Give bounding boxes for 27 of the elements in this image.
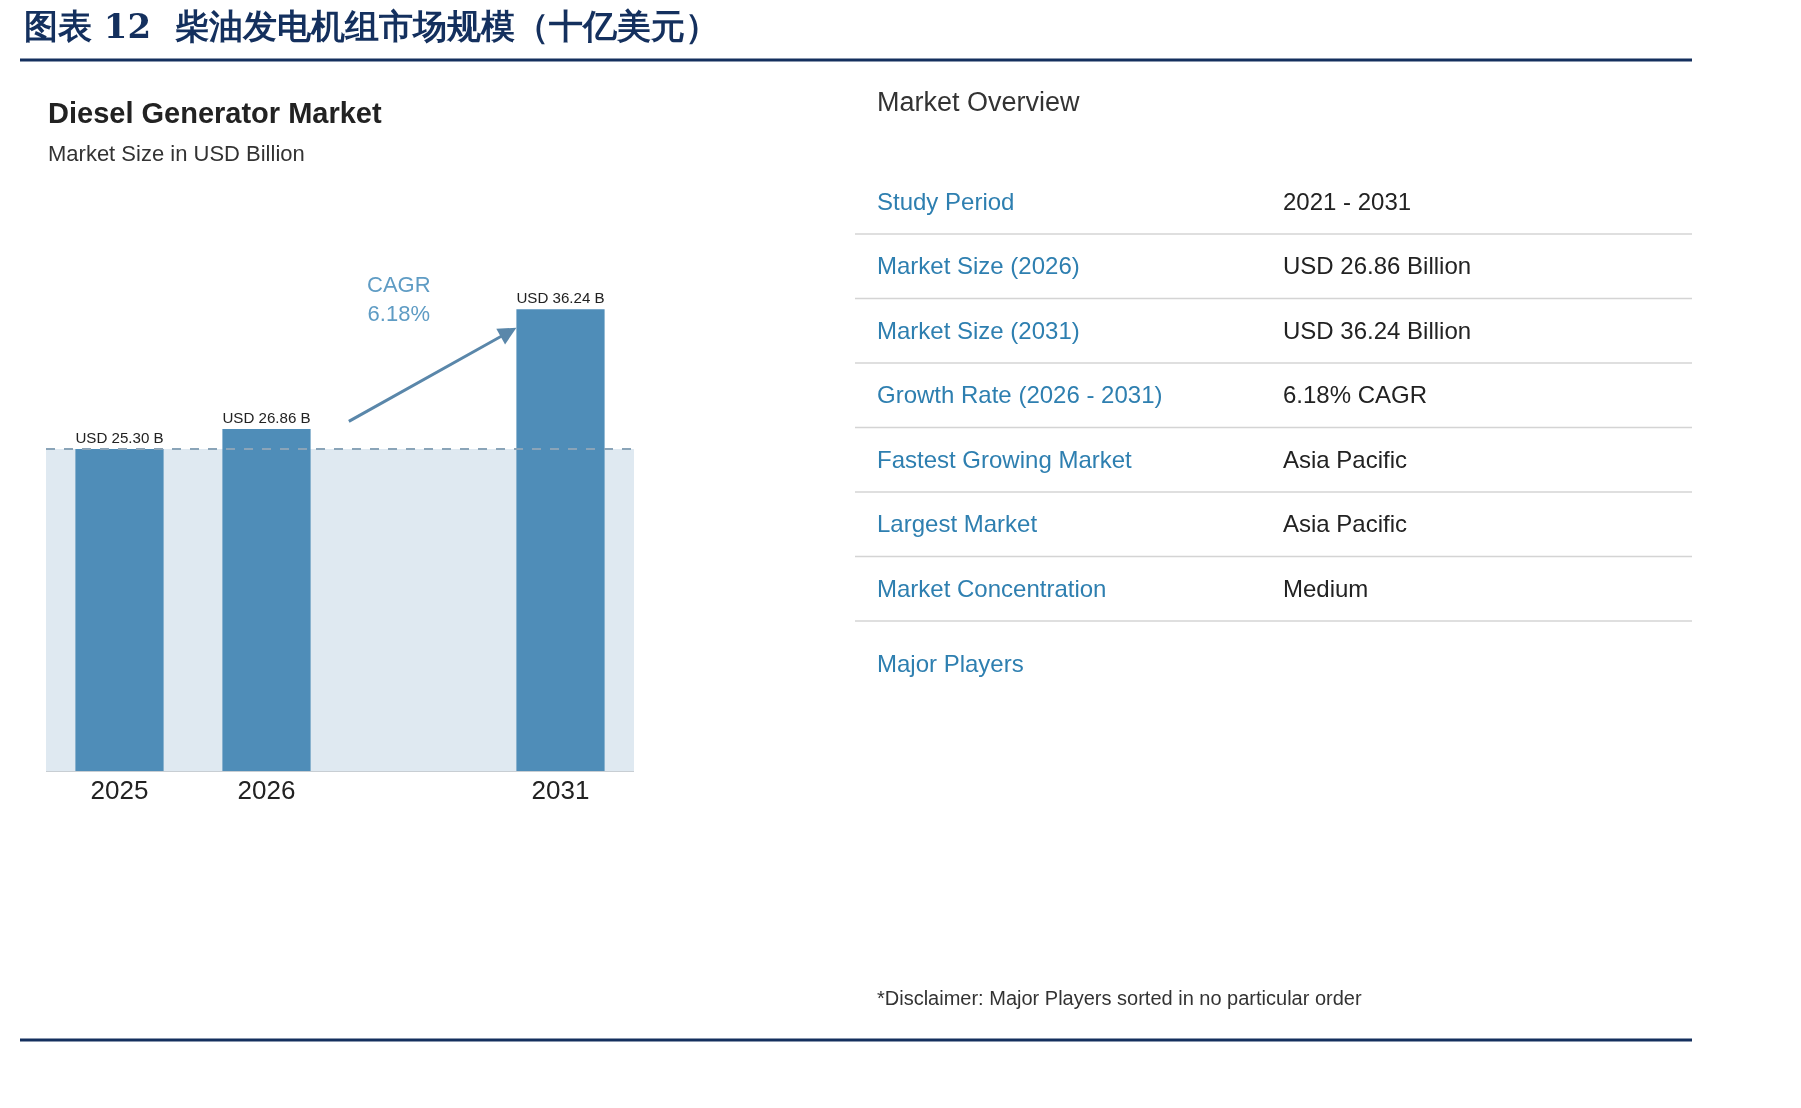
x-tick-label: 2031 [531, 775, 590, 805]
text: Study Period [877, 188, 1015, 215]
text: Market Concentration [877, 575, 1107, 602]
text: Asia Pacific [1283, 446, 1408, 473]
text: 2021 - 2031 [1283, 188, 1412, 215]
text: Major Players [877, 650, 1024, 677]
text: *Disclaimer: Major Players sorted in no particular order [877, 987, 1362, 1009]
x-tick-label: 2026 [237, 775, 296, 805]
data-label: USD 26.86 B [222, 408, 311, 426]
text: Medium [1283, 575, 1369, 602]
chart-subtitle: Market Size in USD Billion [48, 141, 305, 166]
annotation: CAGR 6.18% [367, 272, 431, 326]
text: 图表 12 柴油发电机组市场规模（十亿美元） [24, 6, 719, 46]
text: Growth Rate (2026 - 2031) [877, 381, 1163, 408]
text: USD 26.86 Billion [1283, 252, 1472, 279]
data-label: USD 25.30 B [75, 428, 164, 446]
chart-title: Diesel Generator Market [48, 97, 382, 129]
data-label: USD 36.24 B [516, 289, 605, 307]
text: Market Size (2031) [877, 317, 1080, 344]
text: Asia Pacific [1283, 510, 1408, 537]
text: Market Overview [877, 87, 1081, 117]
text: Largest Market [877, 510, 1038, 537]
text: USD 36.24 Billion [1283, 317, 1472, 344]
text: Fastest Growing Market [877, 446, 1133, 473]
text: 6.18% CAGR [1283, 381, 1428, 408]
text: Market Size (2026) [877, 252, 1080, 279]
x-tick-label: 2025 [90, 775, 149, 805]
